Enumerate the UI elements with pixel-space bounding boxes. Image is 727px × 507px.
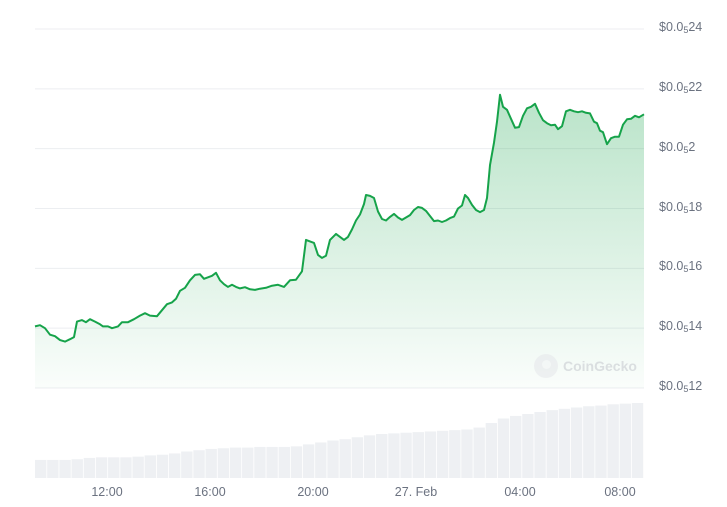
x-tick-label: 08:00 bbox=[604, 485, 636, 499]
x-tick-label: 04:00 bbox=[504, 485, 536, 499]
x-tick-label: 12:00 bbox=[91, 485, 123, 499]
coingecko-logo-icon bbox=[534, 354, 558, 378]
y-tick-label: $0.0522 bbox=[659, 79, 703, 95]
x-tick-label: 16:00 bbox=[194, 485, 226, 499]
y-tick-label: $0.0516 bbox=[659, 259, 703, 275]
y-tick-label: $0.0518 bbox=[659, 199, 703, 215]
price-line bbox=[34, 93, 645, 343]
price-area-fill bbox=[35, 94, 644, 389]
watermark-text: CoinGecko bbox=[563, 358, 637, 374]
y-tick-label: $0.0524 bbox=[659, 20, 703, 35]
x-tick-label: 27. Feb bbox=[394, 485, 438, 499]
y-tick-label: $0.0512 bbox=[659, 379, 703, 394]
y-tick-label: $0.0514 bbox=[659, 319, 703, 335]
y-tick-label: $0.052 bbox=[659, 139, 696, 155]
volume-bars bbox=[35, 403, 644, 478]
x-tick-label: 20:00 bbox=[297, 485, 329, 499]
coingecko-watermark: CoinGecko bbox=[534, 354, 637, 378]
